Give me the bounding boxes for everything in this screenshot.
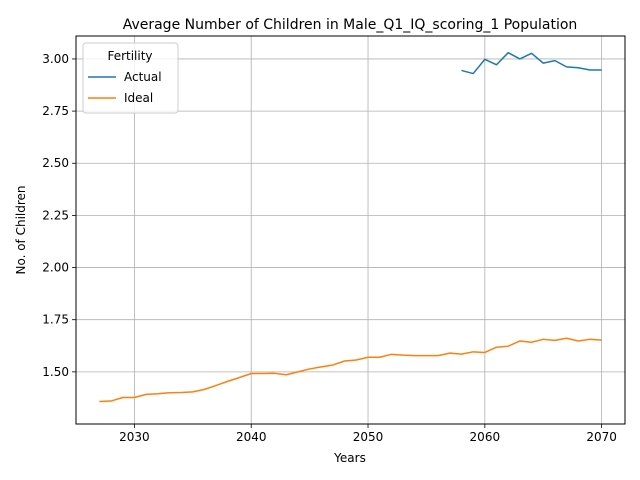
y-tick-label: 2.50 [42,156,69,170]
legend: Fertility Actual Ideal [82,42,179,114]
y-tick-label: 1.50 [42,365,69,379]
series-line-actual [461,51,602,75]
x-tick-label: 2070 [586,430,617,444]
series-layer [99,51,602,403]
legend-title: Fertility [107,49,152,63]
y-tick-label: 2.75 [42,104,69,118]
ticks: 2030 2040 2050 2060 2070 1.50 1.75 2.00 2.25 2.50… [42,52,617,444]
series-line-ideal [99,337,602,403]
y-tick-label: 2.00 [42,261,69,275]
x-tick-label: 2060 [470,430,501,444]
chart-title: Average Number of Children in Male_Q1_IQ… [123,17,578,33]
y-tick-label: 1.75 [42,313,69,327]
x-tick-label: 2040 [236,430,267,444]
y-tick-label: 3.00 [42,52,69,66]
y-tick-label: 2.25 [42,208,69,222]
plot-frame [75,35,626,425]
grid [76,36,625,424]
y-axis-label: No. of Children [14,185,28,274]
legend-label-ideal: Ideal [124,91,153,105]
legend-label-actual: Actual [124,70,162,84]
x-axis-label: Years [333,451,366,465]
x-tick-label: 2050 [353,430,384,444]
x-tick-label: 2030 [119,430,150,444]
legend-frame [82,42,179,114]
